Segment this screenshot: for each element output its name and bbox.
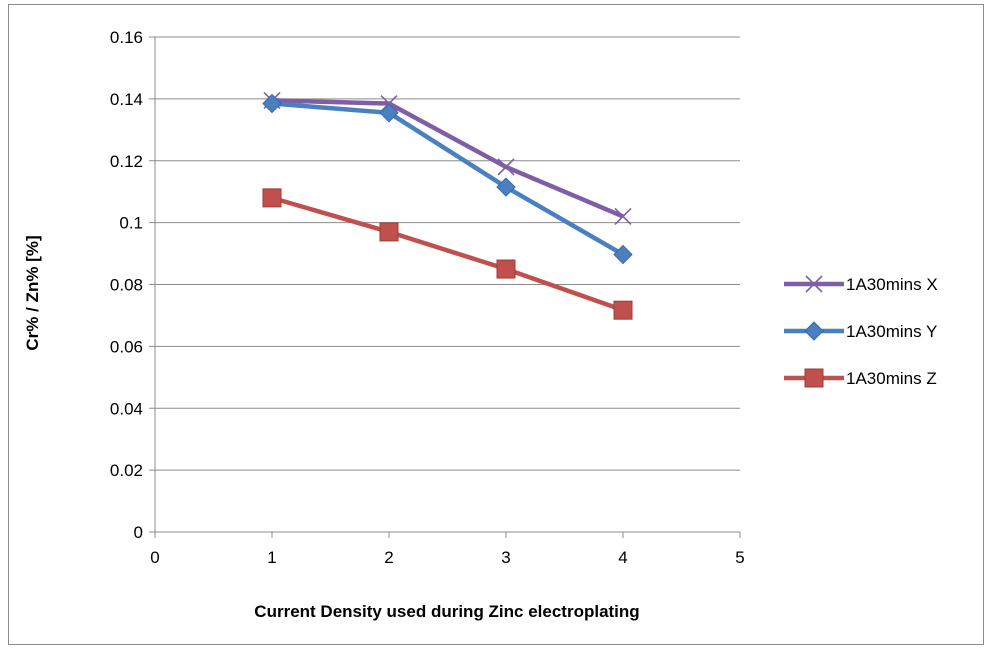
y-tick-label: 0.14 — [110, 90, 143, 109]
legend-marker — [804, 368, 824, 388]
x-tick-label: 0 — [150, 548, 159, 567]
x-tick-label: 4 — [618, 548, 627, 567]
series-1a30mins-y — [262, 93, 633, 265]
data-point — [379, 222, 399, 242]
legend-label: 1A30mins Y — [846, 322, 937, 341]
chart-frame — [8, 4, 984, 645]
x-tick-label: 3 — [501, 548, 510, 567]
data-point — [497, 158, 515, 176]
data-point — [496, 177, 516, 197]
data-point — [379, 103, 399, 123]
x-axis-title: Current Density used during Zinc electro… — [254, 602, 639, 621]
y-tick-label: 0.16 — [110, 28, 143, 47]
y-tick-label: 0.02 — [110, 461, 143, 480]
y-tick-label: 0.08 — [110, 276, 143, 295]
legend-marker — [805, 275, 823, 293]
marker-stroke — [497, 158, 515, 176]
data-point — [613, 244, 633, 265]
y-tick-label: 0.1 — [119, 214, 143, 233]
x-tick-label: 5 — [735, 548, 744, 567]
legend: 1A30mins X 1A30mins Y 1A30mins Z — [784, 275, 938, 388]
x-tick-label: 2 — [384, 548, 393, 567]
series-line — [271, 101, 625, 257]
gridlines — [155, 36, 740, 471]
marker-stroke — [614, 207, 632, 226]
legend-item: 1A30mins Z — [784, 368, 937, 388]
marker-stroke — [805, 275, 823, 293]
y-tick-label: 0 — [134, 523, 143, 542]
data-point — [496, 259, 516, 279]
data-point — [262, 93, 282, 114]
series-1a30mins-z — [262, 188, 633, 320]
legend-marker — [804, 321, 824, 341]
x-tick-label: 1 — [267, 548, 276, 567]
y-axis-title: Cr% / Zn% [%] — [23, 235, 42, 350]
legend-label: 1A30mins Z — [846, 369, 937, 388]
legend-item: 1A30mins X — [784, 275, 938, 294]
tick-labels: 0 0.02 0.04 0.06 0.08 0.1 0.12 0.14 0.16 0 1 2 3 4 5 — [110, 28, 745, 567]
data-point — [613, 300, 633, 320]
axes — [149, 36, 741, 538]
data-point — [262, 188, 282, 208]
legend-label: 1A30mins X — [846, 275, 938, 294]
y-tick-label: 0.12 — [110, 152, 143, 171]
series-1a30mins-x — [263, 91, 632, 226]
series-line — [271, 195, 624, 313]
y-tick-label: 0.06 — [110, 337, 143, 356]
legend-item: 1A30mins Y — [784, 321, 937, 341]
series-layer — [262, 91, 633, 320]
series-line — [271, 98, 624, 219]
y-tick-label: 0.04 — [110, 399, 143, 418]
data-point — [614, 207, 632, 226]
